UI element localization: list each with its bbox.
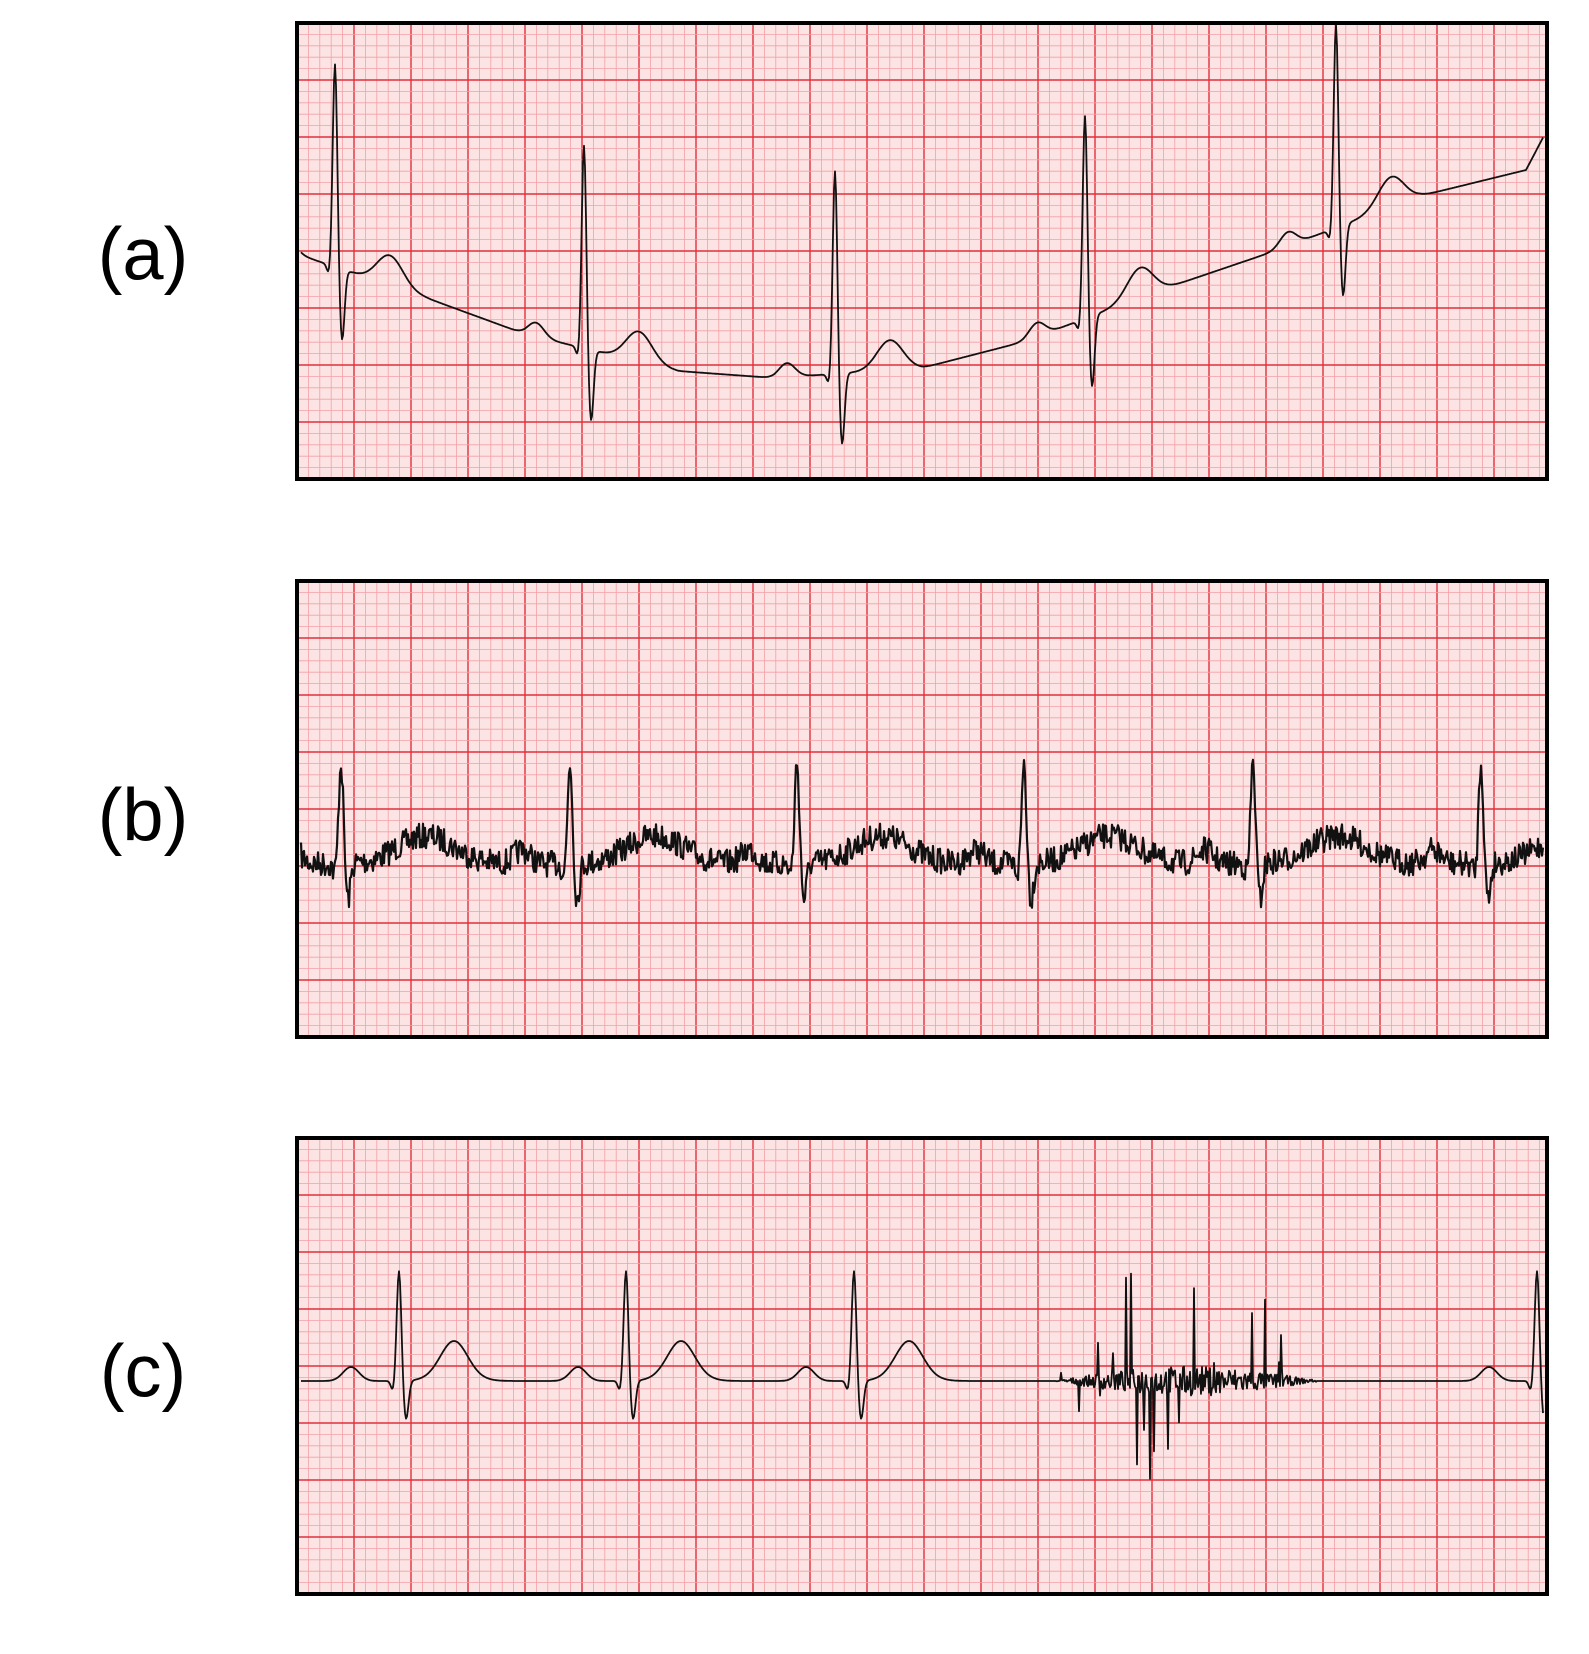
strip-border xyxy=(295,21,1549,481)
ecg-trace xyxy=(299,758,1545,909)
ecg-strip xyxy=(295,21,1549,481)
ecg-trace xyxy=(301,1270,1544,1480)
ecg-trace xyxy=(300,24,1544,445)
panel-label: (a) xyxy=(98,213,188,296)
strip-border xyxy=(295,579,1549,1039)
strip-border xyxy=(295,1136,1549,1596)
ecg-strip xyxy=(295,579,1549,1039)
panel-label: (c) xyxy=(100,1330,186,1413)
ecg-strip xyxy=(295,1136,1549,1596)
panel-label: (b) xyxy=(98,774,188,857)
